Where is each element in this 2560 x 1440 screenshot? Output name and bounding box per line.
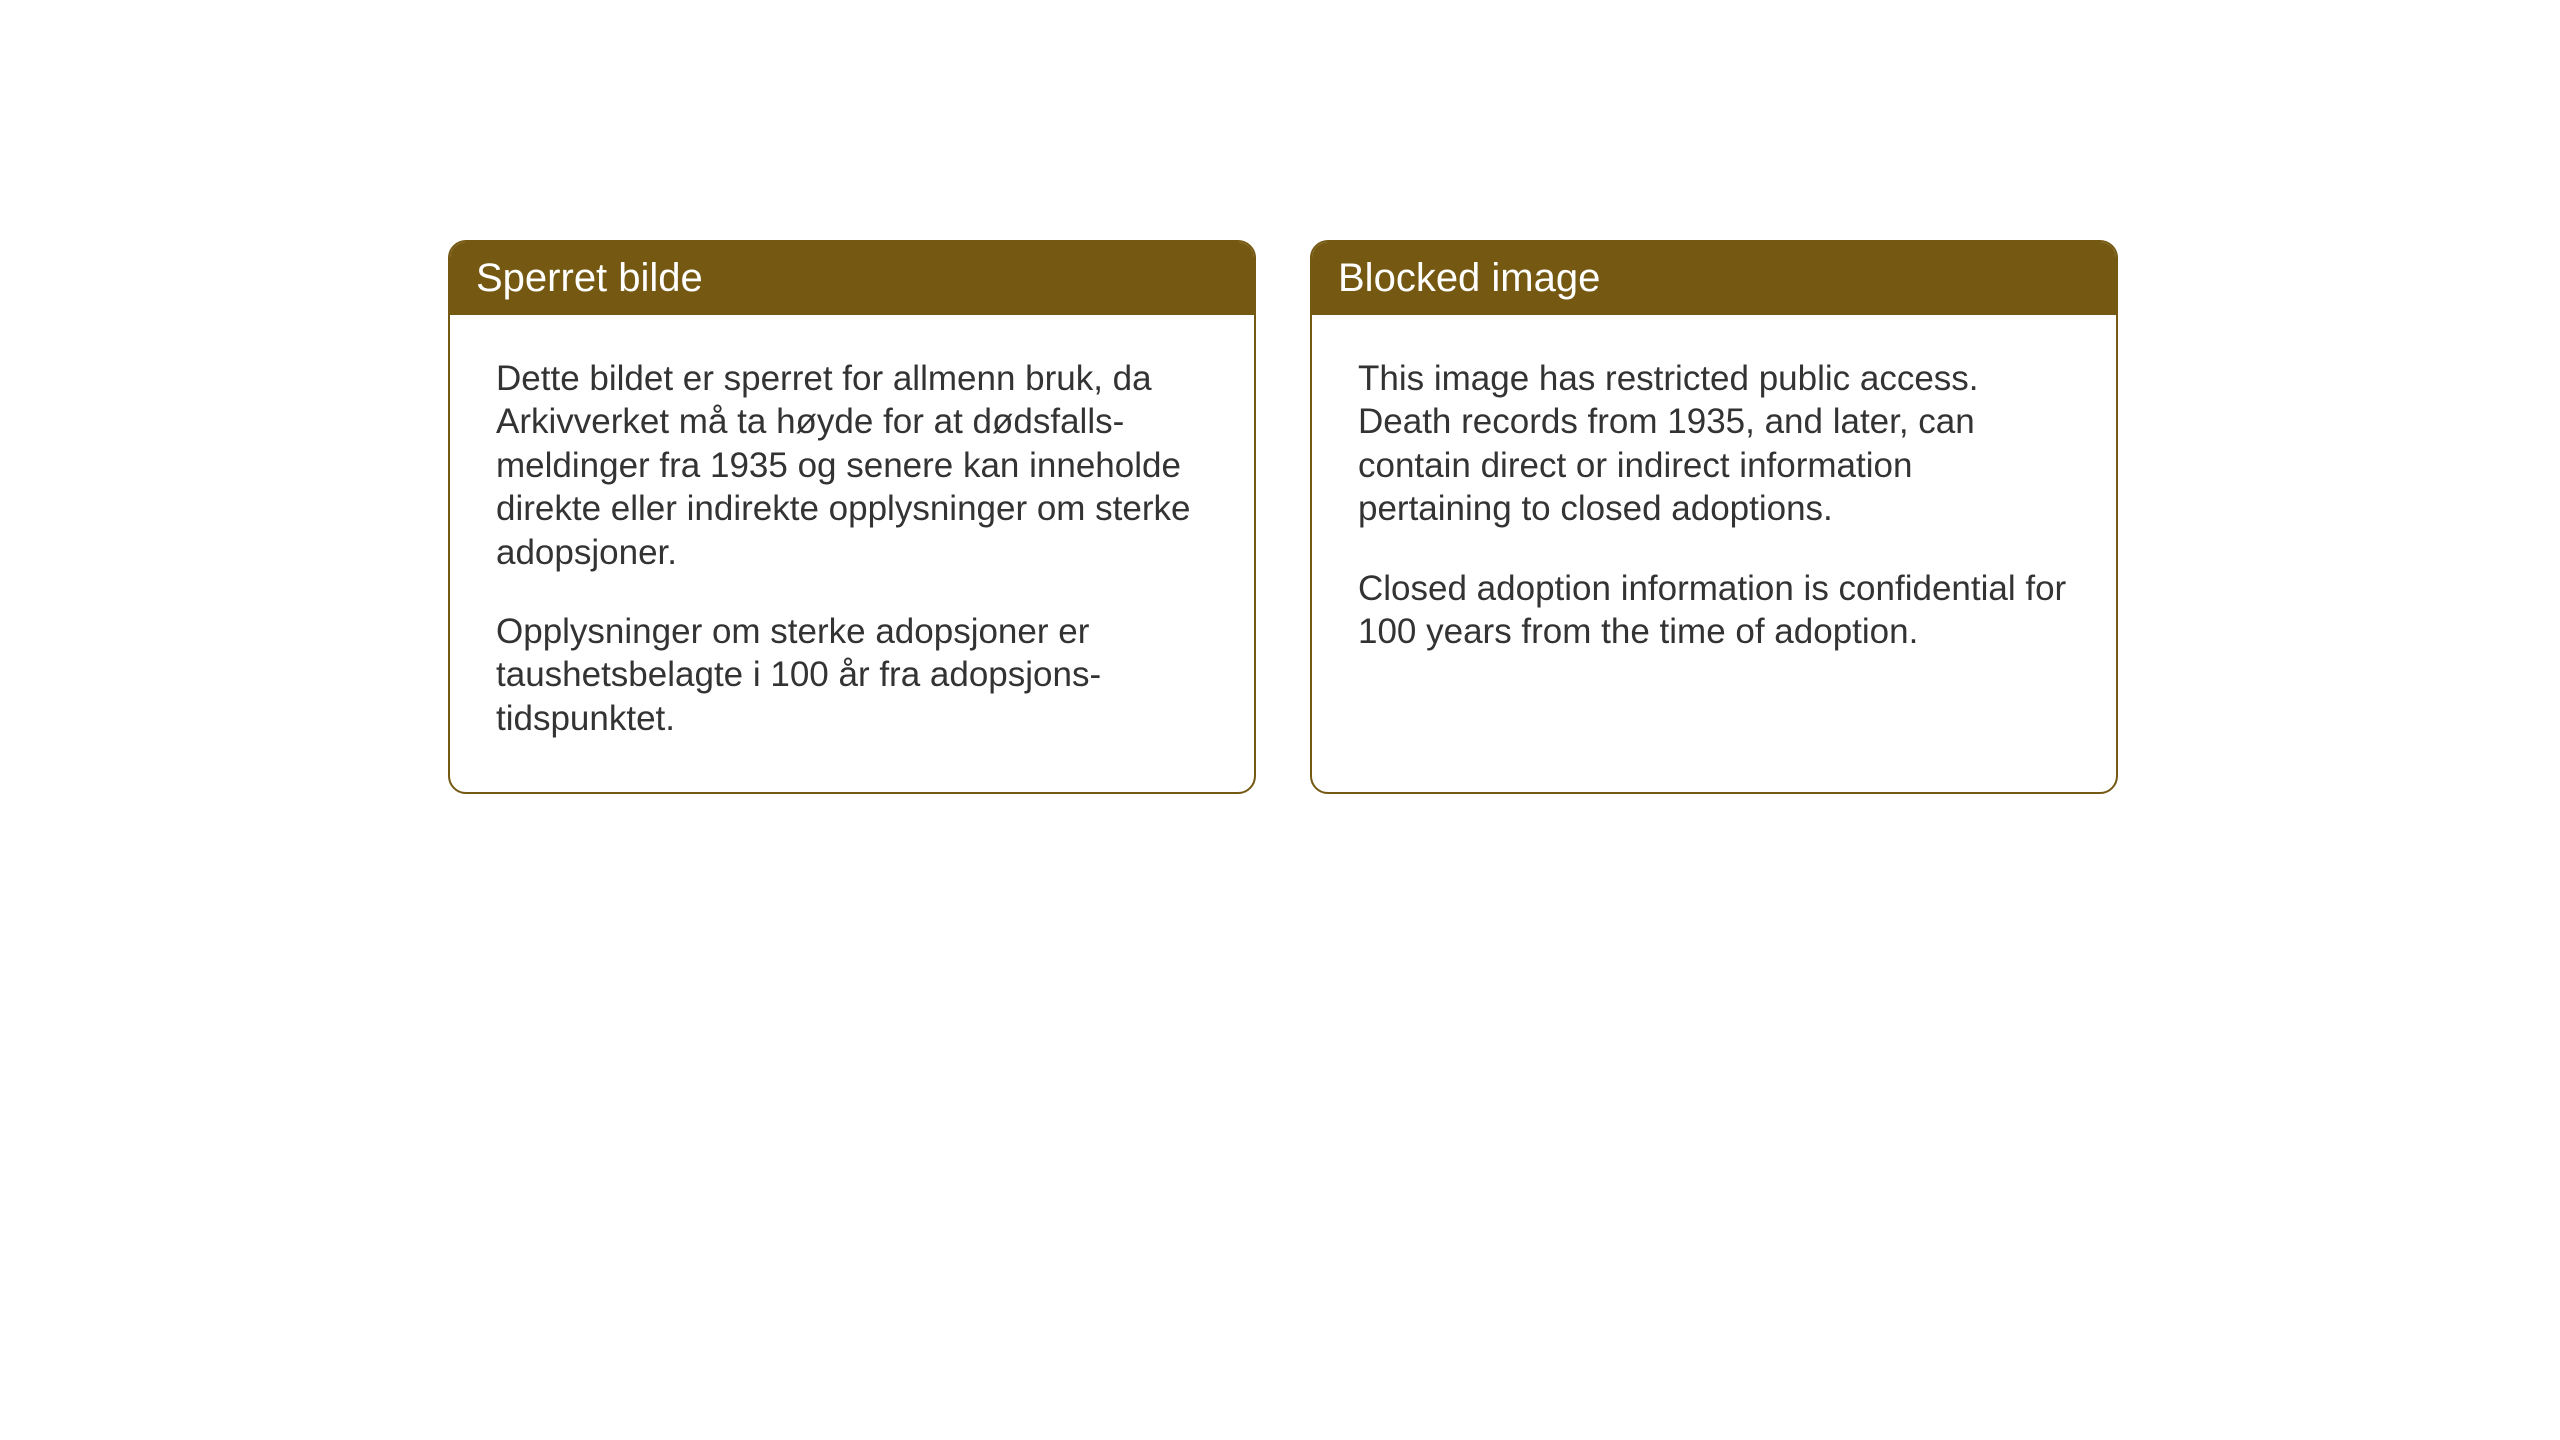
notice-card-norwegian: Sperret bilde Dette bildet er sperret fo…: [448, 240, 1256, 794]
card-title-norwegian: Sperret bilde: [476, 256, 703, 300]
card-paragraph-english-2: Closed adoption information is confident…: [1358, 567, 2070, 654]
notice-cards-container: Sperret bilde Dette bildet er sperret fo…: [448, 240, 2118, 794]
card-header-english: Blocked image: [1312, 242, 2116, 315]
card-paragraph-english-1: This image has restricted public access.…: [1358, 357, 2070, 531]
card-title-english: Blocked image: [1338, 256, 1600, 300]
card-body-norwegian: Dette bildet er sperret for allmenn bruk…: [450, 315, 1254, 792]
notice-card-english: Blocked image This image has restricted …: [1310, 240, 2118, 794]
card-paragraph-norwegian-1: Dette bildet er sperret for allmenn bruk…: [496, 357, 1208, 574]
card-paragraph-norwegian-2: Opplysninger om sterke adopsjoner er tau…: [496, 610, 1208, 740]
card-header-norwegian: Sperret bilde: [450, 242, 1254, 315]
card-body-english: This image has restricted public access.…: [1312, 315, 2116, 705]
